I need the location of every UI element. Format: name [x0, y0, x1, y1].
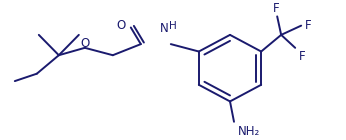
Text: NH₂: NH₂	[238, 125, 260, 138]
Text: O: O	[117, 19, 126, 32]
Text: F: F	[299, 50, 306, 63]
Text: F: F	[273, 2, 280, 15]
Text: O: O	[80, 37, 90, 50]
Text: N: N	[160, 22, 169, 35]
Text: F: F	[305, 19, 312, 32]
Text: H: H	[169, 21, 177, 31]
